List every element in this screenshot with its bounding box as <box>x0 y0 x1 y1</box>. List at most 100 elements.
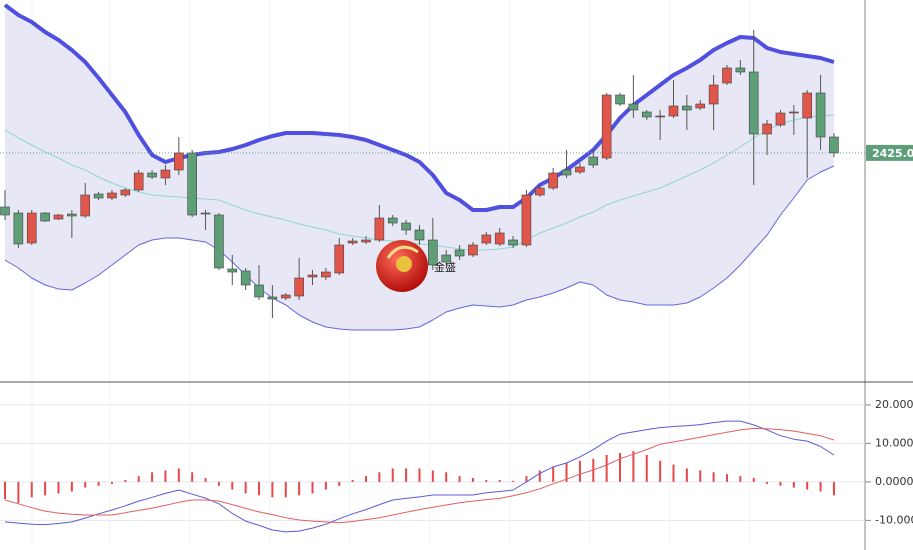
band-lower <box>4 165 835 331</box>
candle-body <box>775 112 786 126</box>
candle-body <box>267 296 278 300</box>
y-tick-label: 10.0000 <box>875 436 913 449</box>
macd-bar <box>739 476 742 482</box>
macd-bar <box>832 481 835 496</box>
candle-body <box>454 249 465 257</box>
macd-bar <box>97 481 100 486</box>
candle-body <box>240 270 251 286</box>
macd-bar <box>378 472 381 482</box>
candle-body <box>428 239 438 266</box>
candle-body <box>254 284 264 298</box>
macd-bar <box>552 466 555 482</box>
last-price-box <box>866 144 913 161</box>
macd-bar <box>177 468 180 482</box>
macd-bar <box>391 468 394 482</box>
candle-body <box>0 206 10 216</box>
macd-bar <box>57 481 60 494</box>
macd-bar <box>538 470 541 482</box>
macd-bar <box>672 464 675 482</box>
candle-body <box>187 152 197 216</box>
candle-body <box>280 294 291 299</box>
candle-body <box>575 166 585 173</box>
candle-body <box>107 192 117 199</box>
candle-body <box>789 111 799 114</box>
macd-bar <box>405 468 408 482</box>
macd-bar <box>164 470 167 482</box>
candle-body <box>655 115 665 118</box>
candle-body <box>668 105 679 117</box>
candle-body <box>508 239 518 246</box>
watermark-text: 金盛 <box>434 260 456 274</box>
candle-body <box>708 84 719 105</box>
candle-body <box>374 217 385 241</box>
macd-bar <box>217 481 220 486</box>
candle-body <box>414 229 425 241</box>
candle-body <box>120 189 131 196</box>
macd-bar <box>619 453 622 482</box>
macd-bar <box>512 480 515 482</box>
macd-bar <box>431 470 434 482</box>
logo-center <box>396 256 412 272</box>
macd-bar <box>685 468 688 482</box>
macd-bar <box>284 481 287 498</box>
macd-bar <box>44 481 47 496</box>
candle-body <box>561 169 572 176</box>
candle-body <box>307 274 318 278</box>
candle-body <box>347 240 358 244</box>
macd-bar <box>17 481 20 504</box>
candle-body <box>160 169 171 179</box>
macd-bar <box>151 472 154 482</box>
macd-bar <box>766 481 769 484</box>
candle-body <box>802 92 813 119</box>
candle-body <box>401 222 411 231</box>
macd-bar <box>351 479 354 482</box>
macd-bar <box>418 468 421 482</box>
candle-body <box>147 172 157 178</box>
macd-bar <box>110 481 113 484</box>
macd-bar <box>525 476 528 482</box>
candle-body <box>521 194 532 246</box>
candle-body <box>133 172 144 191</box>
candle-body <box>321 271 331 278</box>
candle-body <box>387 217 398 224</box>
candle-body <box>534 187 545 196</box>
candle-body <box>682 105 692 111</box>
macd-bar <box>70 481 73 492</box>
candle-body <box>67 213 77 217</box>
macd-bar <box>30 481 33 498</box>
macd-bar <box>231 481 234 490</box>
macd-bar <box>124 479 127 482</box>
macd-bar <box>792 481 795 488</box>
candle-body <box>494 232 505 245</box>
macd-bar <box>485 479 488 482</box>
macd-bar <box>752 478 755 482</box>
band-fill <box>5 5 834 330</box>
macd-bar <box>271 481 274 498</box>
candle-body <box>601 94 612 159</box>
macd-line <box>4 427 835 524</box>
macd-bar <box>712 472 715 482</box>
y-tick-label: 20.0000 <box>875 398 913 411</box>
macd-bar <box>84 481 87 488</box>
macd-bar <box>204 478 207 482</box>
macd-bar <box>605 454 608 482</box>
candle-body <box>735 67 746 73</box>
candle-body <box>93 193 104 199</box>
macd-bar <box>806 481 809 490</box>
candle-body <box>214 214 224 269</box>
candle-body <box>548 172 558 189</box>
macd-bar <box>311 481 314 494</box>
candle-body <box>40 212 50 222</box>
macd-bar <box>645 454 648 482</box>
candle-body <box>815 92 826 138</box>
macd-bar <box>699 470 702 482</box>
candle-body <box>26 212 37 244</box>
candle-body <box>13 212 24 245</box>
macd-bar <box>298 481 301 496</box>
last-price-label: 2425.02 <box>872 147 913 160</box>
macd-bar <box>258 481 261 496</box>
macd-bar <box>659 460 662 482</box>
candle-body <box>80 194 91 217</box>
candle-body <box>174 152 184 171</box>
